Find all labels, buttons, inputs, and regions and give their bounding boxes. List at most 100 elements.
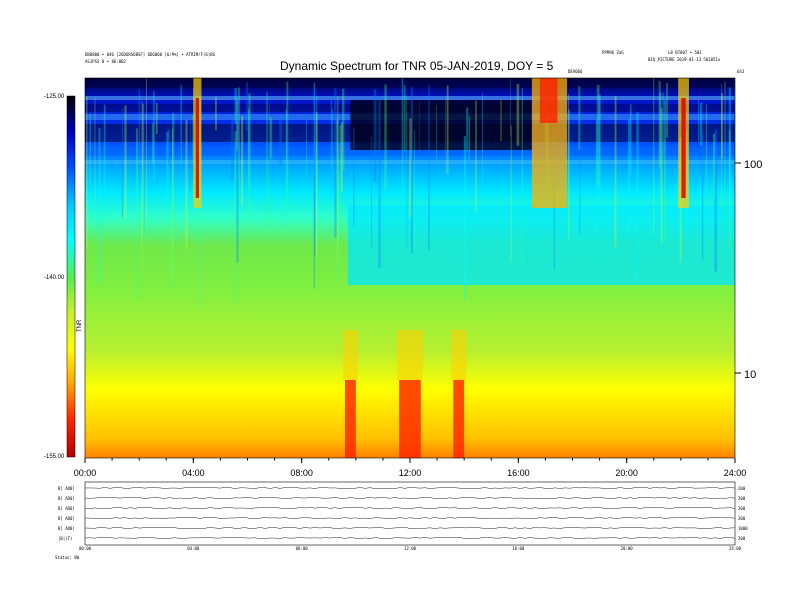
streak-14: [567, 94, 569, 240]
streak-6: [521, 88, 523, 267]
streak-46: [124, 105, 127, 219]
streak-73: [698, 99, 699, 142]
type-III-burst-2-core: [681, 98, 686, 198]
bottom-row-right-4: 1000: [738, 526, 748, 531]
streak-101: [86, 96, 88, 252]
streak-68: [636, 112, 639, 280]
streak-108: [305, 119, 307, 176]
streak-78: [384, 84, 387, 189]
streak-79: [231, 119, 234, 180]
spectrogram-events: [193, 78, 689, 458]
x-tick-label-3: 12:00: [399, 468, 422, 478]
spectrogram: [85, 78, 735, 458]
bottom-row-trace-0: [84, 486, 736, 490]
x-axis: 00:00 04:00 08:00 12:00 16:00 20:00 24:00: [74, 458, 747, 478]
streak-19: [728, 130, 731, 249]
bottom-row-right-3: 200: [738, 516, 746, 521]
streak-54: [598, 94, 601, 213]
streak-114: [315, 112, 318, 256]
header-mid-marker: DEV066: [568, 69, 583, 74]
dark-block: [350, 100, 532, 150]
streak-74: [180, 84, 182, 164]
bottom-row-trace-4: [84, 526, 736, 530]
streak-13: [629, 104, 632, 174]
streak-84: [712, 133, 716, 199]
streak-36: [371, 136, 372, 250]
streak-30: [138, 89, 140, 165]
streak-40: [215, 96, 217, 131]
streak-32: [428, 85, 430, 251]
header-right-marker: 643: [737, 69, 745, 74]
streak-22: [234, 88, 237, 124]
streak-109: [189, 113, 191, 193]
streak-61: [313, 136, 316, 289]
streak-2: [269, 117, 273, 159]
colorbar-tick-bottom: -155.00: [44, 454, 65, 460]
streak-110: [135, 128, 138, 302]
band-row-5: [85, 150, 735, 156]
streak-1: [414, 130, 415, 250]
streak-16: [445, 97, 447, 182]
streak-7: [236, 97, 238, 151]
bottom-time-label-3: 12:00: [404, 546, 417, 551]
streak-52: [172, 113, 175, 289]
bottom-footer: Status: 8W: [55, 555, 80, 560]
streak-8: [313, 82, 315, 252]
streak-0: [403, 84, 406, 152]
streak-39: [728, 87, 731, 219]
bottom-row-label-2: B[ AD0]: [58, 506, 75, 511]
streak-41: [419, 101, 421, 159]
streak-28: [378, 98, 381, 268]
x-tick-label-6: 24:00: [724, 468, 747, 478]
streak-72: [121, 107, 124, 218]
streak-50: [234, 131, 237, 304]
bottom-row-label-0: B[ AD0]: [58, 486, 75, 491]
bottom-time-label-4: 16:00: [512, 546, 525, 551]
streak-111: [410, 86, 413, 254]
streak-65: [401, 78, 404, 202]
bottom-row-label-5: |B|(T): [58, 536, 72, 541]
bottom-row-trace-5: [84, 536, 736, 540]
colorbar-label: TNR: [77, 319, 83, 332]
bottom-row-label-4: B[ AD0]: [58, 526, 75, 531]
streak-118: [516, 83, 520, 146]
band-row-1: [85, 96, 735, 100]
header-right-line1: L8 B7007 • 501: [668, 50, 702, 55]
streak-47: [153, 91, 155, 180]
y-tick-10: 10: [744, 369, 756, 381]
streak-29: [500, 99, 502, 142]
x-tick-label-0: 00:00: [74, 468, 97, 478]
streak-100: [337, 96, 339, 266]
low-freq-burst-2-halo: [397, 330, 423, 380]
streak-23: [98, 127, 101, 285]
streak-56: [446, 85, 449, 174]
type-III-burst-1-core: [195, 98, 200, 198]
streak-106: [330, 99, 332, 168]
bottom-row-label-3: B[ AD0]: [58, 516, 75, 521]
streak-104: [627, 119, 631, 239]
x-tick-label-4: 16:00: [507, 468, 530, 478]
streak-82: [103, 104, 106, 218]
streak-44: [666, 83, 669, 138]
streak-66: [142, 103, 144, 235]
header-left-line1: DB8800 • 846 [26D6RSOBSF] 6D6060 [6/9%] …: [85, 52, 216, 57]
streak-103: [614, 95, 617, 248]
streak-95: [406, 111, 408, 248]
streak-53: [314, 87, 316, 256]
streak-116: [721, 83, 722, 210]
bottom-row-right-0: 200: [738, 486, 746, 491]
streak-26: [191, 115, 193, 159]
colorbar-tick-mid: -140.00: [44, 275, 65, 281]
streak-43: [342, 88, 345, 171]
streak-27: [155, 102, 158, 135]
streak-97: [94, 97, 96, 204]
bottom-row-right-5: 200: [738, 536, 746, 541]
streak-64: [466, 107, 469, 152]
streak-38: [658, 81, 661, 167]
streak-37: [339, 124, 342, 231]
streak-33: [409, 118, 412, 218]
bottom-row-trace-3: [84, 516, 736, 520]
streak-76: [663, 99, 667, 241]
streak-67: [653, 78, 655, 235]
